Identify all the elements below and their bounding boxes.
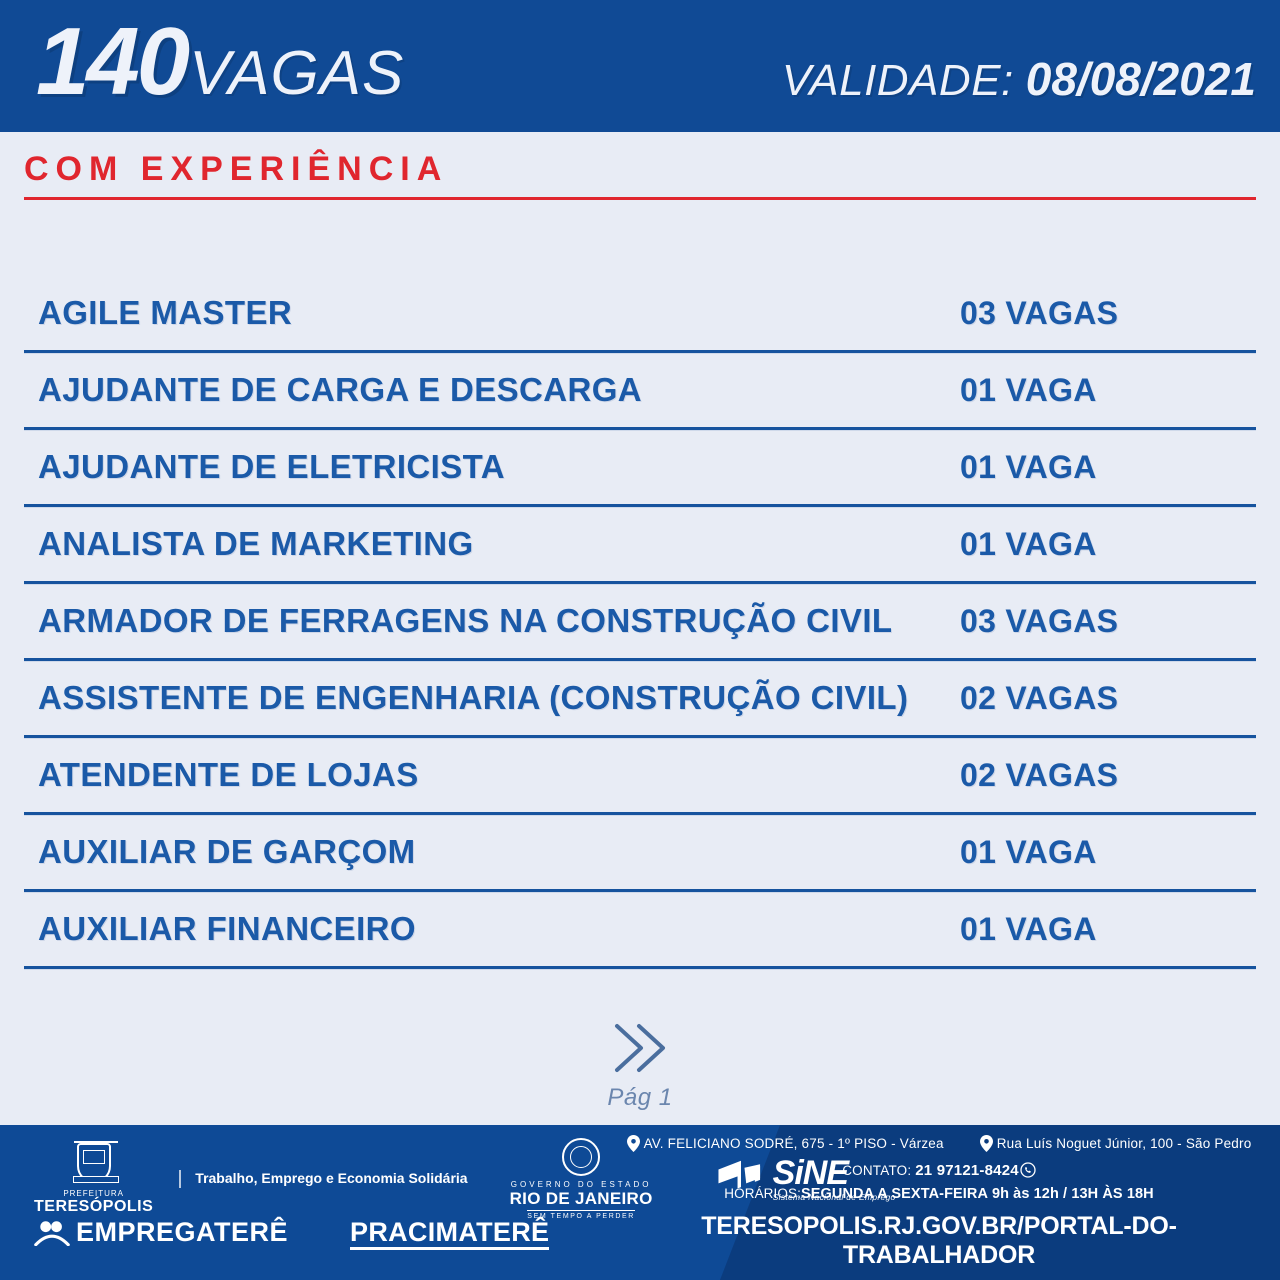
job-vacancy-count: 01 VAGA: [960, 910, 1097, 947]
hours-line: HORÁRIOS:SEGUNDA A SEXTA-FEIRA 9h às 12h…: [614, 1186, 1264, 1202]
coat-of-arms-icon: [72, 1140, 119, 1183]
job-vacancy-count: 01 VAGA: [960, 371, 1097, 408]
section-title: COM EXPERIÊNCIA: [24, 150, 449, 188]
location-pin-icon: [626, 1135, 640, 1152]
sine-name-label: SiNE: [772, 1154, 849, 1192]
empregatere-logo: EMPREGATERÊ: [34, 1217, 288, 1248]
hours-days: SEGUNDA A SEXTA-FEIRA: [800, 1186, 989, 1202]
page-header: 140 VAGAS VALIDADE: 08/08/2021: [0, 0, 1280, 132]
rj-gov-label: GOVERNO DO ESTADO: [510, 1180, 652, 1189]
row-divider: [24, 581, 1256, 584]
row-divider: [24, 812, 1256, 815]
job-row: AUXILIAR DE GARÇOM 01 VAGA: [0, 815, 1280, 889]
governo-rj-logo: GOVERNO DO ESTADO RIO DE JANEIRO SEM TEM…: [510, 1138, 653, 1220]
sine-mark-icon: [718, 1160, 760, 1196]
job-row: AUXILIAR FINANCEIRO 01 VAGA: [0, 892, 1280, 966]
validity-block: VALIDADE: 08/08/2021: [782, 52, 1256, 106]
footer-contact-block: AV. FELICIANO SODRÉ, 675 - 1º PISO - Vár…: [614, 1135, 1264, 1270]
pracimatere-logo: PRACIMATERÊ: [350, 1217, 550, 1250]
job-row: ARMADOR DE FERRAGENS NA CONSTRUÇÃO CIVIL…: [0, 584, 1280, 658]
row-divider: [24, 966, 1256, 969]
job-vacancy-count: 03 VAGAS: [960, 294, 1119, 331]
section-header: COM EXPERIÊNCIA: [0, 150, 1280, 200]
hours-label: HORÁRIOS:: [724, 1186, 801, 1201]
footer-logo-row-top: PREFEITURA TERESÓPOLIS Trabalho, Emprego…: [34, 1138, 896, 1220]
row-divider: [24, 350, 1256, 353]
section-divider: [24, 197, 1256, 200]
rj-seal-icon: [562, 1138, 601, 1176]
vacancy-count-label: VAGAS: [189, 39, 405, 108]
empregatere-label: EMPREGATERÊ: [76, 1217, 289, 1247]
footer-logo-row-bottom: EMPREGATERÊ PRACIMATERÊ: [34, 1217, 550, 1250]
job-row: ASSISTENTE DE ENGENHARIA (CONSTRUÇÃO CIV…: [0, 661, 1280, 735]
contact-label: CONTATO:: [842, 1163, 912, 1178]
job-vacancy-count: 02 VAGAS: [960, 679, 1119, 716]
prefeitura-small-label: PREFEITURA: [63, 1188, 124, 1198]
job-vacancy-count: 01 VAGA: [960, 833, 1097, 870]
address-secondary: Rua Luís Noguet Júnior, 100 - São Pedro: [979, 1135, 1252, 1152]
job-title: ATENDENTE DE LOJAS: [38, 756, 419, 793]
footer-diagonal-panel: [720, 1125, 1280, 1280]
row-divider: [24, 658, 1256, 661]
job-vacancy-count: 02 VAGAS: [960, 756, 1119, 793]
job-title: AUXILIAR DE GARÇOM: [38, 833, 416, 870]
job-row: AJUDANTE DE CARGA E DESCARGA 01 VAGA: [0, 353, 1280, 427]
people-icon: [34, 1220, 70, 1246]
job-title: ARMADOR DE FERRAGENS NA CONSTRUÇÃO CIVIL: [38, 602, 893, 639]
validity-date: 08/08/2021: [1025, 53, 1256, 105]
job-title: ANALISTA DE MARKETING: [38, 525, 474, 562]
row-divider: [24, 504, 1256, 507]
rj-name-label: RIO DE JANEIRO: [509, 1189, 653, 1208]
sine-subtitle-label: Sistema Nacional de Emprego: [772, 1192, 896, 1202]
job-row: ANALISTA DE MARKETING 01 VAGA: [0, 507, 1280, 581]
job-title: AJUDANTE DE ELETRICISTA: [38, 448, 505, 485]
hours-times: 9h às 12h / 13H ÀS 18H: [991, 1186, 1154, 1202]
job-title: AUXILIAR FINANCEIRO: [38, 910, 416, 947]
vacancy-count: 140: [36, 8, 190, 115]
rj-tagline-label: SEM TEMPO A PERDER: [527, 1210, 635, 1220]
contact-phone[interactable]: 21 97121-8424: [915, 1162, 1019, 1179]
job-row: AJUDANTE DE ELETRICISTA 01 VAGA: [0, 430, 1280, 504]
row-divider: [24, 427, 1256, 430]
row-divider: [24, 735, 1256, 738]
job-row: AGILE MASTER 03 VAGAS: [0, 276, 1280, 350]
prefeitura-city-label: TERESÓPOLIS: [34, 1197, 154, 1215]
job-vacancy-count: 03 VAGAS: [960, 602, 1119, 639]
page-footer: PREFEITURA TERESÓPOLIS Trabalho, Emprego…: [0, 1125, 1280, 1280]
address-primary-text: AV. FELICIANO SODRÉ, 675 - 1º PISO - Vár…: [643, 1136, 944, 1151]
job-list: AGILE MASTER 03 VAGAS AJUDANTE DE CARGA E …: [0, 276, 1280, 969]
job-title: AGILE MASTER: [38, 294, 293, 331]
pracimatere-label: PRACIMATERÊ: [350, 1217, 550, 1250]
vacancy-count-block: 140 VAGAS: [36, 14, 404, 110]
address-primary: AV. FELICIANO SODRÉ, 675 - 1º PISO - Vár…: [626, 1135, 944, 1152]
website-url[interactable]: TERESOPOLIS.RJ.GOV.BR/PORTAL-DO-TRABALHA…: [701, 1212, 1177, 1269]
pagination[interactable]: Pág 1: [0, 1020, 1280, 1112]
job-vacancy-count: 01 VAGA: [960, 525, 1097, 562]
location-pin-icon: [979, 1135, 993, 1152]
address-secondary-text: Rua Luís Noguet Júnior, 100 - São Pedro: [996, 1136, 1252, 1151]
row-divider: [24, 889, 1256, 892]
job-title: AJUDANTE DE CARGA E DESCARGA: [38, 371, 643, 408]
contact-line: CONTATO: 21 97121-8424: [614, 1162, 1264, 1179]
secretaria-label: Trabalho, Emprego e Economia Solidária: [179, 1170, 468, 1188]
job-vacancy-count: 01 VAGA: [960, 448, 1097, 485]
prefeitura-teresopolis-logo: PREFEITURA TERESÓPOLIS: [34, 1140, 154, 1216]
job-row: ATENDENTE DE LOJAS 02 VAGAS: [0, 738, 1280, 812]
double-chevron-right-icon[interactable]: [611, 1020, 669, 1076]
job-title: ASSISTENTE DE ENGENHARIA (CONSTRUÇÃO CIV…: [38, 679, 909, 716]
validity-label: VALIDADE:: [781, 56, 1014, 105]
sine-logo: SiNE Sistema Nacional de Emprego: [715, 1156, 896, 1202]
page-label: Pág 1: [607, 1084, 673, 1111]
whatsapp-icon: [1020, 1162, 1036, 1178]
